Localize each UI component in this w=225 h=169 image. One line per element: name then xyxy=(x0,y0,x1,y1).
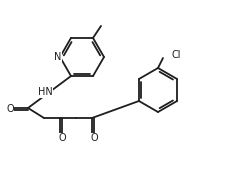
Text: HN: HN xyxy=(38,87,53,97)
Text: O: O xyxy=(90,133,98,143)
Text: Cl: Cl xyxy=(171,50,180,60)
Text: N: N xyxy=(54,52,62,62)
Text: O: O xyxy=(58,133,66,143)
Text: O: O xyxy=(6,104,14,114)
